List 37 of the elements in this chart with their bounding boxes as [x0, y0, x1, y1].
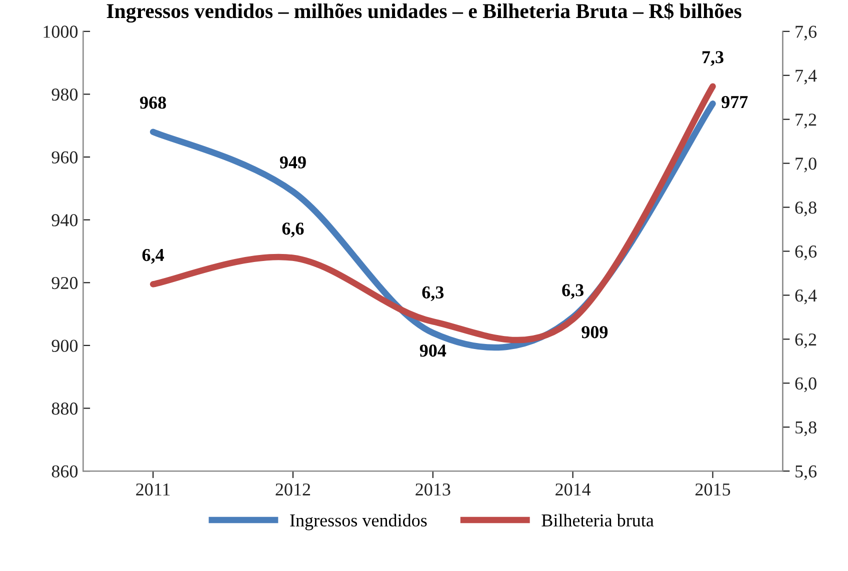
- y-tick-label: 1000: [44, 26, 78, 38]
- x-tick-label: 2015: [695, 483, 730, 496]
- data-label: 6,4: [142, 248, 164, 264]
- data-label: 6,3: [562, 284, 584, 299]
- y2-tick-label: 7,4: [796, 70, 817, 84]
- data-label: 6,6: [282, 222, 304, 238]
- legend-label: Ingressos vendidos: [290, 514, 427, 530]
- data-label: 904: [420, 344, 446, 357]
- y2-tick-label: 6,2: [795, 333, 816, 348]
- y-tick-label: 880: [52, 402, 78, 415]
- x-tick-label: 2013: [416, 483, 450, 496]
- data-label: 6,3: [422, 286, 444, 302]
- y2-tick-label: 6,6: [795, 246, 817, 260]
- y2-tick-label: 6,4: [795, 290, 817, 304]
- y-tick-label: 940: [52, 214, 78, 226]
- y2-tick-label: 6,0: [795, 377, 816, 392]
- y2-tick-label: 7,2: [796, 114, 816, 128]
- data-label: 949: [280, 156, 306, 168]
- y-tick-label: 960: [52, 151, 78, 164]
- x-tick-label: 2012: [276, 483, 310, 496]
- y2-tick-label: 5,8: [796, 421, 816, 436]
- y2-tick-label: 7,0: [796, 158, 816, 172]
- y2-tick-label: 5,6: [796, 465, 817, 480]
- data-label: 909: [582, 326, 608, 338]
- data-label: 968: [140, 96, 166, 109]
- x-tick-label: 2014: [556, 483, 591, 496]
- x-tick-label: 2011: [136, 483, 170, 496]
- y2-tick-label: 6,8: [795, 202, 816, 216]
- y2-tick-label: 7,6: [796, 26, 817, 40]
- y-tick-label: 920: [52, 276, 78, 290]
- data-label: 7,3: [702, 51, 724, 66]
- y-tick-label: 980: [52, 88, 78, 101]
- y-tick-label: 900: [52, 340, 78, 352]
- data-label: 977: [722, 96, 748, 108]
- chart-title: Ingressos vendidos – milhões unidades – e Bilheteria Bruta – R$ bilhões: [106, 2, 742, 23]
- y-tick-label: 860: [52, 465, 78, 478]
- legend-label: Bilheteria bruta: [542, 514, 654, 527]
